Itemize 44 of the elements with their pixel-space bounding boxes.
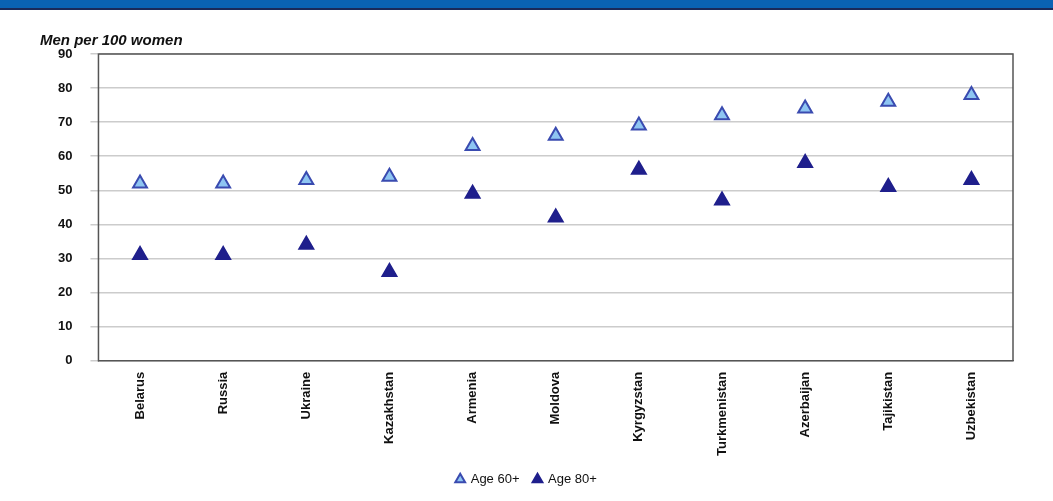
point xyxy=(880,177,897,192)
x-tick-label: Tajikistan xyxy=(879,371,895,431)
x-tick-label: Russia xyxy=(214,370,230,415)
point xyxy=(547,208,564,223)
x-tick-label: Azerbaijan xyxy=(796,371,812,438)
y-tick-label: 60 xyxy=(57,147,73,163)
point xyxy=(797,99,814,114)
y-tick-label: 70 xyxy=(57,113,73,129)
x-tick-label: Uzbekistan xyxy=(963,371,979,441)
point xyxy=(215,246,232,261)
point xyxy=(880,92,897,107)
x-tick-label: Ukraine xyxy=(297,371,313,420)
legend-label: Age 80+ xyxy=(548,471,597,487)
point xyxy=(963,171,980,186)
point xyxy=(547,126,564,141)
x-tick-label: Kyrgyzstan xyxy=(630,371,646,442)
x-tick-label: Moldova xyxy=(547,370,563,425)
point xyxy=(215,174,232,189)
point xyxy=(298,171,315,186)
x-tick-label: Kazakhstan xyxy=(381,371,397,444)
point xyxy=(464,184,481,199)
point xyxy=(381,167,398,182)
legend-label: Age 60+ xyxy=(470,471,520,487)
point xyxy=(132,246,148,261)
point xyxy=(132,174,148,189)
x-tick-label: Turkmenistan xyxy=(713,371,729,456)
y-tick-label: 50 xyxy=(57,181,73,197)
point xyxy=(714,106,730,121)
x-tick-label: Belarus xyxy=(131,371,147,420)
point xyxy=(298,235,315,250)
y-tick-label: 10 xyxy=(57,318,73,334)
point xyxy=(464,137,481,152)
y-tick-label: 20 xyxy=(57,284,73,300)
point xyxy=(963,85,980,100)
point xyxy=(797,154,814,169)
point xyxy=(714,191,730,206)
y-tick-label: 0 xyxy=(65,352,73,368)
x-tick-label: Armenia xyxy=(464,370,480,424)
point xyxy=(381,263,398,278)
point xyxy=(630,160,647,175)
y-tick-label: 40 xyxy=(57,215,73,231)
y-tick-label: 80 xyxy=(57,79,73,95)
point xyxy=(630,116,647,131)
y-tick-label: 30 xyxy=(57,250,73,266)
